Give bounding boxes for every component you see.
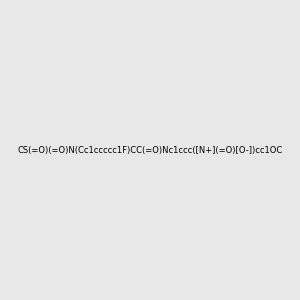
Text: CS(=O)(=O)N(Cc1ccccc1F)CC(=O)Nc1ccc([N+](=O)[O-])cc1OC: CS(=O)(=O)N(Cc1ccccc1F)CC(=O)Nc1ccc([N+]… [17,146,283,154]
